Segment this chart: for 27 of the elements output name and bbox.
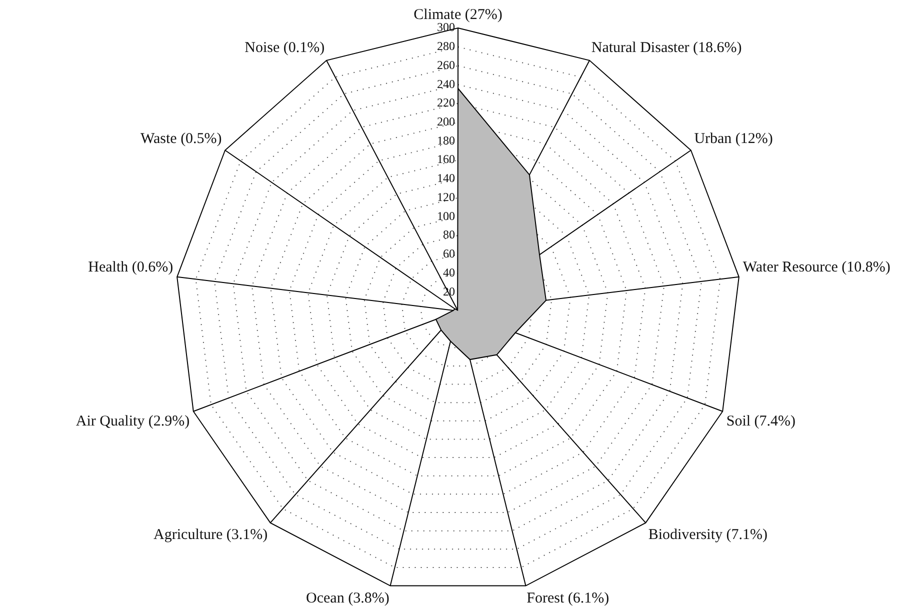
y-tick-label: 100: [437, 208, 455, 223]
spoke-label: Agriculture (3.1%): [154, 526, 268, 543]
y-tick-label: 260: [437, 58, 455, 72]
spoke-label: Ocean (3.8%): [306, 590, 390, 607]
spoke-label: Air Quality (2.9%): [76, 414, 190, 430]
spoke-label: Natural Disaster (18.6%): [591, 40, 742, 56]
y-tick-label: 160: [437, 152, 455, 166]
y-tick-label: 40: [443, 265, 455, 280]
y-tick-label: 200: [437, 114, 455, 128]
y-tick-label: 60: [443, 246, 455, 261]
spoke-label: Soil (7.4%): [726, 414, 796, 430]
y-tick-label: 120: [437, 190, 455, 204]
spoke-label: Health (0.6%): [88, 259, 174, 276]
spoke-label: Forest (6.1%): [526, 590, 610, 607]
y-tick-label: 220: [437, 96, 455, 110]
y-tick-label: 280: [437, 39, 455, 54]
y-tick-label: 240: [437, 76, 455, 91]
y-tick-label: 300: [437, 20, 455, 34]
spoke-label: Urban (12%): [694, 130, 773, 147]
spoke-label: Climate (27%): [414, 6, 502, 23]
spoke-label: Water Resource (10.8%): [742, 259, 890, 276]
y-tick-label: 80: [443, 228, 455, 242]
spoke-label: Waste (0.5%): [140, 130, 222, 147]
spoke-label: Noise (0.1%): [244, 40, 325, 56]
spoke-label: Biodiversity (7.1%): [648, 526, 768, 543]
y-tick-label: 140: [437, 171, 455, 186]
y-tick-label: 180: [437, 133, 455, 148]
